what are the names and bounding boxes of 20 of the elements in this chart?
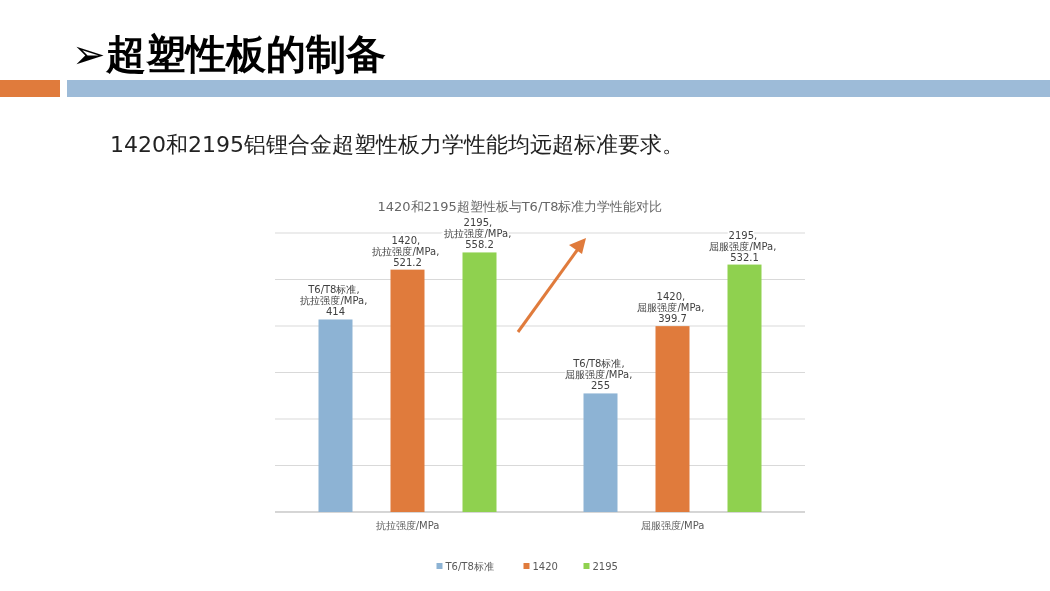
x-tick-label: 屈服强度/MPa <box>640 520 705 531</box>
data-label: 2195, 抗拉强度/MPa, 558.2 <box>444 217 515 251</box>
bar <box>390 269 425 512</box>
legend-label: T6/T8标准 <box>444 561 494 572</box>
legend-label: 2195 <box>592 561 618 572</box>
data-label: 1420, 屈服强度/MPa, 399.7 <box>637 291 708 325</box>
bar <box>462 252 497 512</box>
bar <box>655 326 690 512</box>
bar <box>318 319 353 512</box>
data-label: T6/T8标准, 抗拉强度/MPa, 414 <box>300 284 371 318</box>
legend-label: 1420 <box>532 561 558 572</box>
data-label: 2195, 屈服强度/MPa, 532.1 <box>709 229 780 263</box>
data-label: 1420, 抗拉强度/MPa, 521.2 <box>372 234 443 268</box>
text: 1420和2195铝锂合金超塑性板力学性能均远超标准要求。 <box>110 132 684 157</box>
bar <box>727 264 762 512</box>
chart-title: ➢超塑性板的制备 <box>72 31 386 77</box>
bar <box>583 393 618 512</box>
x-tick-label: 抗拉强度/MPa <box>375 520 440 531</box>
chart-subtitle: 1420和2195超塑性板与T6/T8标准力学性能对比 <box>377 199 663 214</box>
data-label: T6/T8标准, 屈服强度/MPa, 255 <box>565 358 636 392</box>
